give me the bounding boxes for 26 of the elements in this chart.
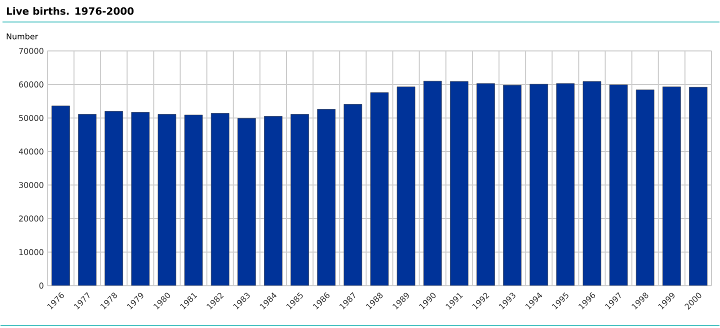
bar (184, 114, 203, 286)
bar (503, 85, 522, 286)
bar (131, 112, 150, 286)
bar (476, 83, 495, 286)
bar (104, 111, 124, 286)
bar (609, 84, 628, 286)
bar (317, 109, 336, 286)
bar (264, 116, 282, 286)
bar (370, 92, 389, 286)
bar (210, 113, 230, 286)
bar (423, 81, 442, 286)
bar (450, 81, 468, 286)
bar (237, 118, 256, 286)
chart-title: Live births. 1976-2000 (6, 7, 134, 16)
bar (344, 104, 362, 286)
bar (52, 106, 70, 286)
bar (78, 114, 96, 286)
bar (582, 81, 602, 286)
bar (396, 86, 416, 286)
bar (556, 83, 575, 286)
bar (689, 87, 708, 286)
bar (158, 114, 176, 286)
bar (662, 86, 681, 286)
bar (530, 84, 548, 286)
bar (290, 114, 309, 286)
bar (636, 90, 654, 286)
